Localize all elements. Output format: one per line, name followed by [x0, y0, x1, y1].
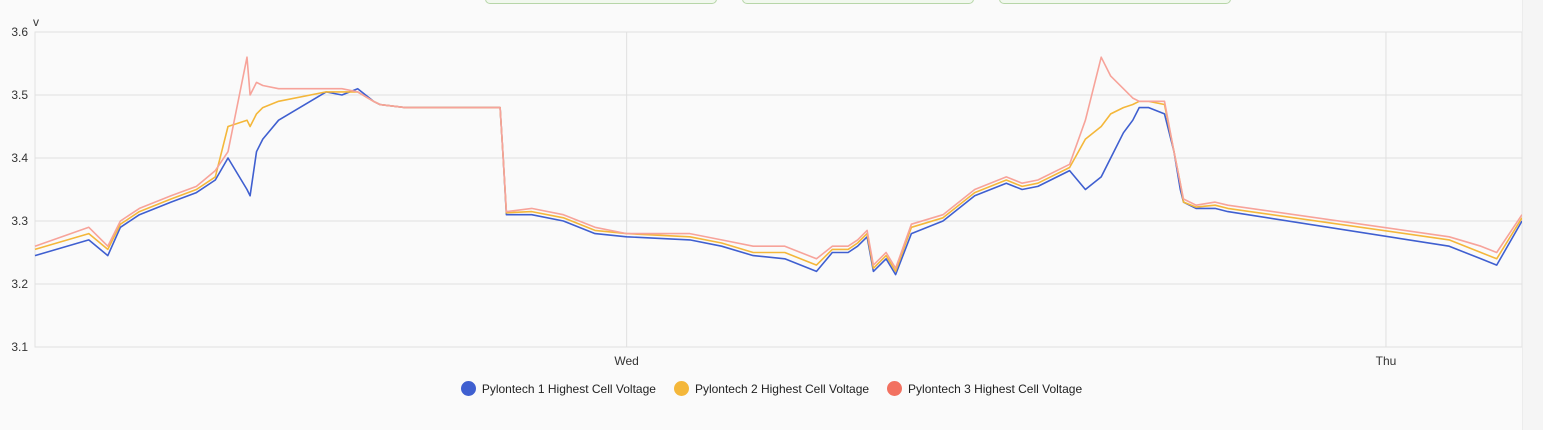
series-lines: [34, 56, 1523, 276]
series-line-pylontech-1: [34, 87, 1523, 276]
legend-dot-pylontech-3: [887, 381, 903, 396]
x-tick-label: Thu: [1376, 354, 1397, 368]
legend-item-pylontech-2[interactable]: Pylontech 2 Highest Cell Voltage: [673, 381, 870, 396]
legend-dot-pylontech-2: [673, 381, 689, 396]
legend-label-pylontech-1: Pylontech 1 Highest Cell Voltage: [481, 381, 656, 396]
series-line-pylontech-3: [34, 56, 1523, 270]
y-tick-label: 3.1: [11, 340, 28, 354]
y-tick-label: 3.4: [11, 151, 28, 165]
legend-dot-pylontech-1: [460, 381, 476, 396]
voltage-line-chart: 3.6 3.5 3.4 3.3 3.2 3.1 Wed Thu v: [11, 15, 1523, 368]
legend-label-pylontech-3: Pylontech 3 Highest Cell Voltage: [908, 381, 1083, 396]
legend-item-pylontech-1[interactable]: Pylontech 1 Highest Cell Voltage: [460, 381, 656, 396]
y-tick-label: 3.3: [11, 214, 28, 228]
chart-legend: Pylontech 1 Highest Cell Voltage Pylonte…: [0, 381, 1543, 396]
y-tick-label: 3.5: [11, 88, 28, 102]
axes: 3.6 3.5 3.4 3.3 3.2 3.1 Wed Thu: [11, 25, 1396, 368]
series-line-pylontech-2: [34, 91, 1523, 273]
plot-border: [34, 31, 1523, 348]
y-tick-label: 3.6: [11, 25, 28, 39]
legend-item-pylontech-3[interactable]: Pylontech 3 Highest Cell Voltage: [887, 381, 1082, 396]
legend-label-pylontech-2: Pylontech 2 Highest Cell Voltage: [694, 381, 870, 396]
x-tick-label: Wed: [614, 354, 638, 368]
y-tick-label: 3.2: [11, 277, 28, 291]
y-axis-unit-label: v: [33, 15, 39, 29]
grid-lines: [34, 31, 1523, 348]
right-scrollbar[interactable]: [1522, 0, 1543, 430]
